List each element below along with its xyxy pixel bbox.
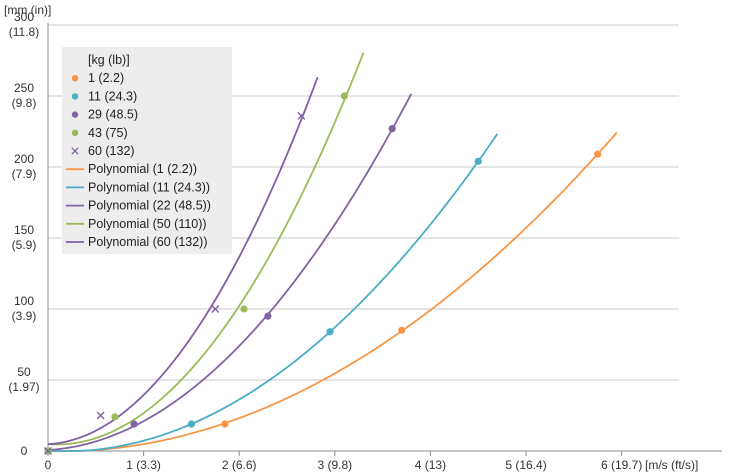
y-tick-label-line: (9.8) [12,96,37,110]
y-tick-label: 0 [21,444,28,458]
legend-marker [71,129,79,136]
y-tick-label: 200 (7.9) [12,152,37,181]
legend-entry-label: 11 (24.3) [88,89,137,103]
data-point [264,312,272,320]
data-point [326,328,334,336]
legend-marker [71,111,79,118]
y-tick-label-line: 100 [14,294,34,308]
data-point-x-marker [211,305,220,313]
y-tick-label-line: 200 [14,152,34,166]
legend-marker [71,75,79,82]
data-point-x-marker [297,111,306,120]
data-point-x-marker [96,411,105,420]
x-tick-label: 6 (19.7) [601,458,642,472]
data-point [388,125,396,133]
legend-entry-label: Polynomial (60 (132)) [88,235,208,249]
y-tick-label-line: (3.9) [12,309,37,323]
y-tick-label: 150 (5.9) [12,223,37,252]
trendline-4 [47,52,365,446]
x-tick-label: 1 (3.3) [126,458,161,472]
data-point [221,420,229,428]
data-point [474,157,482,165]
legend-entry-label: Polynomial (11 (24.3)) [88,180,210,194]
trendline-2 [48,133,499,452]
y-tick-label-line: (7.9) [12,167,37,181]
trendlines [47,52,618,452]
y-tick-label-line: 0 [21,444,28,458]
data-point [130,420,138,428]
legend: [kg (lb)] 1 (2.2) 11 (24.3) 29 (48.5) 43 (75… [62,47,232,254]
y-tick-label-line: 300 [14,10,34,24]
y-tick-label: 300 (11.8) [9,10,39,39]
legend-entry-label: 1 (2.2) [88,71,124,85]
y-tick-label: 50 (1.97) [8,365,39,394]
y-tick-label-line: 150 [14,223,34,237]
data-point [340,92,348,100]
y-tick-label-line: (1.97) [8,380,39,394]
x-tick-label: 2 (6.6) [222,458,257,472]
trendline-1 [48,131,618,452]
data-point [240,305,248,313]
legend-entry-label: 29 (48.5) [88,108,138,122]
legend-entry-label: Polynomial (22 (48.5)) [88,199,211,213]
data-point [398,326,406,334]
y-tick-label: 100 (3.9) [12,294,37,323]
y-axis-unit-label: [mm (in)] [4,3,51,17]
x-tick-label: 5 (16.4) [505,458,546,472]
data-point-x-marker [44,447,52,455]
x-axis-unit-label: [m/s (ft/s)] [645,458,698,472]
trendline-3 [47,93,413,451]
y-tick-label-line: (5.9) [12,238,37,252]
legend-background [62,47,232,254]
axes: 0 50 (1.97) 100 (3.9) 150 (5.9) 200 (7.9) 250 (9.8… [4,3,722,472]
y-tick-label: 250 (9.8) [12,81,37,110]
y-tick-label-line: 50 [17,365,31,379]
legend-marker [71,93,79,100]
trendline-5 [47,76,319,446]
legend-entry-label: 60 (132) [88,144,135,158]
data-point [111,413,119,421]
y-tick-label-line: (11.8) [9,25,39,39]
data-point [187,420,196,428]
y-tick-label-line: 250 [14,81,34,95]
legend-entry-label: 43 (75) [88,126,128,140]
x-tick-label: 4 (13) [415,458,446,472]
legend-title: [kg (lb)] [88,53,130,67]
data-point [594,150,602,158]
data-points [44,92,602,455]
x-tick-label: 3 (9.8) [317,458,352,472]
x-tick-label: 0 [45,458,52,472]
legend-entry-label: Polynomial (50 (110)) [88,217,207,231]
legend-marker-x [71,147,79,155]
legend-entry-label: Polynomial (1 (2.2)) [88,162,197,176]
